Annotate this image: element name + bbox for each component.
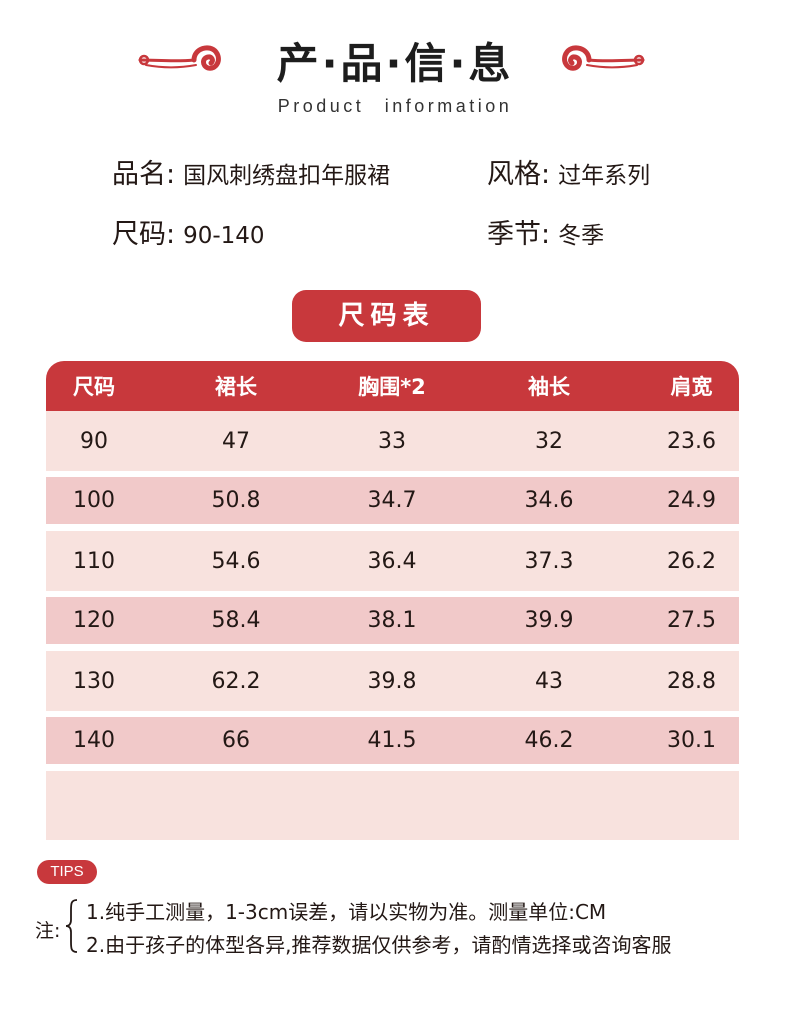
tip-line-2: 2.由于孩子的体型各异,推荐数据仅供参考，请酌情选择或咨询客服 bbox=[86, 933, 672, 957]
size-range-row: 尺码: 90-140 bbox=[112, 212, 265, 251]
table-row: 90 47 33 32 23.6 bbox=[46, 411, 739, 471]
table-cell: 34.7 bbox=[367, 488, 417, 513]
table-row: 120 58.4 38.1 39.9 27.5 bbox=[46, 597, 739, 644]
product-name-row: 品名: 国风刺绣盘扣年服裙 bbox=[112, 152, 390, 191]
header-chest: 胸围*2 bbox=[358, 375, 426, 399]
table-cell: 54.6 bbox=[211, 548, 261, 574]
product-name-value: 国风刺绣盘扣年服裙 bbox=[183, 163, 391, 189]
table-cell: 24.9 bbox=[667, 488, 716, 513]
product-name-label: 品名: bbox=[112, 159, 176, 190]
tip-line-1: 1.纯手工测量，1-3cm误差，请以实物为准。测量单位:CM bbox=[86, 900, 607, 924]
table-row: 140 66 41.5 46.2 30.1 bbox=[46, 717, 739, 764]
table-row: 110 54.6 36.4 37.3 26.2 bbox=[46, 531, 739, 591]
header-shoulder-width: 肩宽 bbox=[670, 375, 713, 399]
auspicious-cloud-left-icon bbox=[138, 45, 221, 71]
size-table: 尺码 裙长 胸围*2 袖长 肩宽 90 47 33 32 23.6 100 50… bbox=[46, 361, 739, 840]
table-cell: 47 bbox=[222, 428, 250, 454]
table-cell: 38.1 bbox=[367, 608, 417, 633]
table-cell: 140 bbox=[73, 728, 115, 753]
header-sleeve-length: 袖长 bbox=[528, 375, 570, 399]
table-cell: 36.4 bbox=[367, 548, 417, 574]
season-row: 季节: 冬季 bbox=[487, 212, 604, 251]
tips-badge: TIPS bbox=[37, 860, 97, 884]
header-skirt-length: 裙长 bbox=[215, 375, 257, 399]
note-label: 注: bbox=[35, 920, 61, 942]
style-row: 风格: 过年系列 bbox=[487, 152, 650, 191]
table-cell: 39.9 bbox=[524, 608, 574, 633]
page-subtitle: Product information bbox=[277, 96, 513, 116]
table-cell: 66 bbox=[222, 728, 250, 753]
auspicious-cloud-right-icon bbox=[562, 45, 645, 71]
table-cell: 62.2 bbox=[211, 668, 261, 694]
size-range-label: 尺码: bbox=[112, 219, 176, 250]
table-cell: 28.8 bbox=[667, 668, 716, 694]
table-cell: 43 bbox=[535, 668, 563, 694]
table-cell: 90 bbox=[80, 428, 108, 454]
table-cell: 26.2 bbox=[667, 548, 716, 574]
table-cell: 130 bbox=[73, 668, 115, 694]
table-cell: 110 bbox=[73, 548, 115, 574]
table-cell: 100 bbox=[73, 488, 115, 513]
table-row: 100 50.8 34.7 34.6 24.9 bbox=[46, 477, 739, 524]
size-table-title: 尺码表 bbox=[292, 290, 481, 342]
table-header: 尺码 裙长 胸围*2 袖长 肩宽 bbox=[46, 361, 739, 411]
table-cell: 30.1 bbox=[667, 728, 716, 753]
table-row: 130 62.2 39.8 43 28.8 bbox=[46, 651, 739, 711]
style-label: 风格: bbox=[487, 159, 551, 190]
table-cell: 41.5 bbox=[367, 728, 417, 753]
header-size: 尺码 bbox=[73, 375, 115, 399]
table-cell: 50.8 bbox=[211, 488, 261, 513]
season-label: 季节: bbox=[487, 219, 551, 250]
table-cell: 46.2 bbox=[524, 728, 574, 753]
table-cell: 27.5 bbox=[667, 608, 716, 633]
season-value: 冬季 bbox=[558, 223, 605, 249]
page-title: 产·品·信·息 bbox=[276, 39, 514, 88]
table-cell: 34.6 bbox=[524, 488, 574, 513]
table-cell: 58.4 bbox=[211, 608, 261, 633]
table-cell: 39.8 bbox=[367, 668, 417, 694]
table-cell: 37.3 bbox=[524, 548, 574, 574]
style-value: 过年系列 bbox=[558, 163, 651, 189]
table-cell: 33 bbox=[378, 428, 406, 454]
size-range-value: 90-140 bbox=[183, 223, 265, 249]
table-cell: 120 bbox=[73, 608, 115, 633]
table-footer-space bbox=[46, 771, 739, 840]
curly-brace-icon bbox=[65, 899, 78, 953]
table-cell: 23.6 bbox=[667, 428, 716, 454]
table-cell: 32 bbox=[535, 428, 563, 454]
